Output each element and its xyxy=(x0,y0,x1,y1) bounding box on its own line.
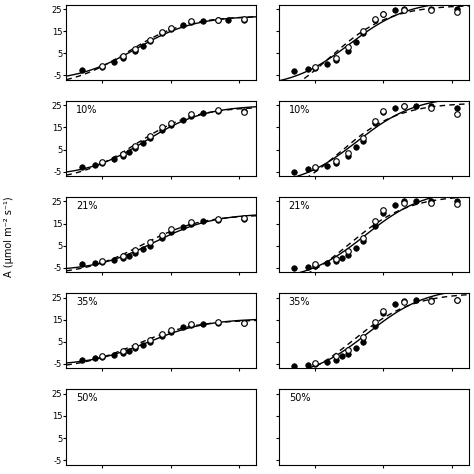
Text: A (μmol m⁻² s⁻¹): A (μmol m⁻² s⁻¹) xyxy=(4,197,15,277)
Text: 10%: 10% xyxy=(76,105,97,115)
Text: 50%: 50% xyxy=(76,393,97,403)
Text: 35%: 35% xyxy=(289,297,310,307)
Text: 35%: 35% xyxy=(76,297,97,307)
Text: 21%: 21% xyxy=(289,201,310,211)
Text: 10%: 10% xyxy=(289,105,310,115)
Text: 21%: 21% xyxy=(76,201,97,211)
Text: 50%: 50% xyxy=(289,393,310,403)
